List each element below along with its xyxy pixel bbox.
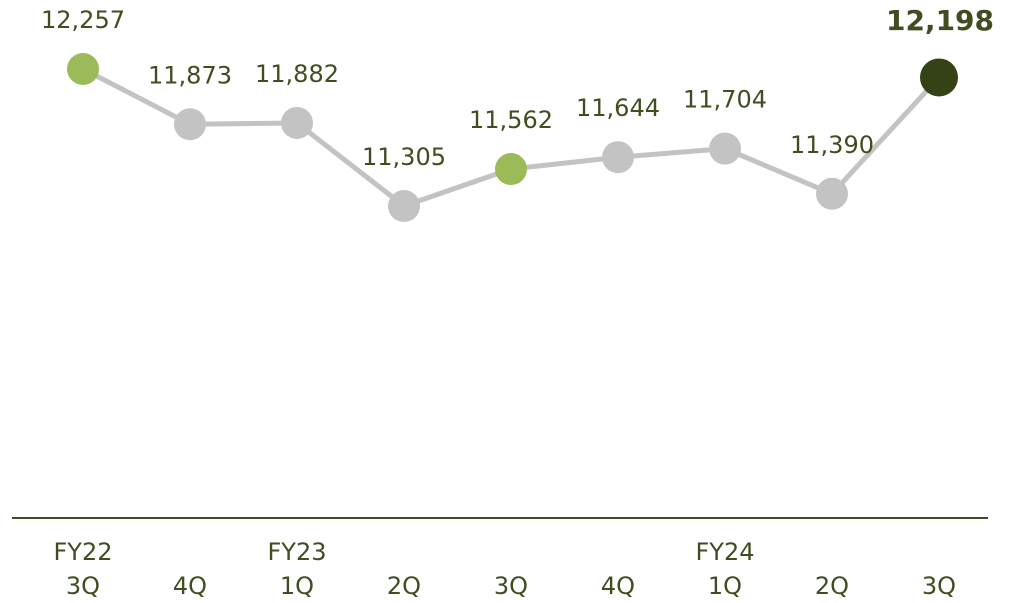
x-tick-label: 3Q <box>494 572 528 600</box>
point <box>602 141 634 174</box>
x-tick-label: 2Q <box>815 572 849 600</box>
x-tick-label: 3Q <box>922 572 956 600</box>
point <box>709 132 741 165</box>
value-label: 12,198 <box>886 4 994 37</box>
point <box>920 58 958 97</box>
point <box>495 153 527 186</box>
value-label: 11,305 <box>362 143 446 171</box>
point <box>174 108 206 141</box>
point <box>67 52 99 85</box>
x-tick-label: 3Q <box>66 572 100 600</box>
x-tick-label: 2Q <box>387 572 421 600</box>
x-tick-label: 4Q <box>173 572 207 600</box>
x-group-label: FY23 <box>267 538 326 566</box>
x-tick-label: 1Q <box>280 572 314 600</box>
value-label: 12,257 <box>41 6 125 34</box>
point <box>281 106 313 139</box>
point <box>388 190 420 223</box>
point <box>816 177 848 210</box>
x-group-label: FY24 <box>695 538 754 566</box>
value-label: 11,644 <box>576 94 660 122</box>
x-tick-label: 4Q <box>601 572 635 600</box>
value-label: 11,873 <box>148 61 232 89</box>
value-label: 11,390 <box>790 131 874 159</box>
x-group-label: FY22 <box>53 538 112 566</box>
value-label: 11,704 <box>683 86 767 114</box>
value-label: 11,562 <box>469 106 553 134</box>
value-label: 11,882 <box>255 60 339 88</box>
x-tick-label: 1Q <box>708 572 742 600</box>
